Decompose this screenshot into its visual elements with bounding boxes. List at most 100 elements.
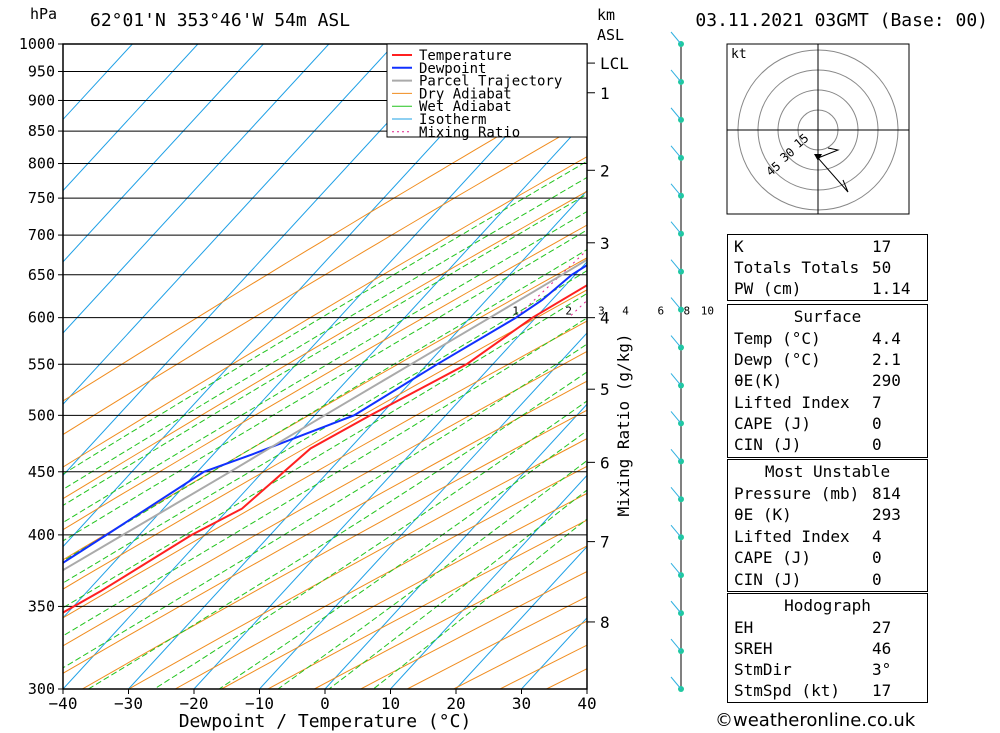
km-tick-label: 6 [600,453,610,472]
km-tick-label: 7 [600,533,610,552]
km-unit-label: km [597,6,615,24]
y-tick-label: 950 [28,62,55,80]
km-tick-label: 1 [600,84,610,103]
mu-row: CAPE (J) 0 [734,548,882,567]
mixing-ratio-label: 4 [622,305,629,318]
km-tick-label: 8 [600,613,610,632]
legend [386,43,588,138]
index-label: K [734,237,744,256]
hodograph-stats-panel: Hodograph EH 27 SREH 46 StmDir 3° StmSpd (k… [727,593,928,703]
date-title: 03.11.2021 03GMT (Base: 00) [695,10,988,31]
wind-barb [670,638,682,652]
wind-barb [670,600,682,614]
y-tick-label: 900 [28,91,55,109]
x-tick-label: 0 [320,694,330,713]
index-value: 50 [872,258,892,277]
x-tick-label: 40 [577,694,596,713]
hodograph-stats-title: Hodograph [784,596,871,615]
dry-adiabat-line [63,350,587,647]
mixing-ratio-label: 10 [701,305,714,318]
wind-barb [670,183,682,197]
dry-adiabat-line [63,320,587,619]
mixing-ratio-axis-label: Mixing Ratio (g/kg) [614,333,633,516]
copyright-footer[interactable]: ©weatheronline.co.uk [715,710,916,731]
dry-adiabat-line [63,289,587,590]
x-tick-label: −30 [114,694,143,713]
surface-row: θE(K) 290 [734,371,901,390]
mu-row: CIN (J) 0 [734,570,882,589]
wind-barb [670,107,682,121]
isotherm-line [259,332,587,689]
x-axis-label: Dewpoint / Temperature (°C) [179,711,472,732]
hodograph-unit: kt [731,47,747,62]
index-label: PW (cm) [734,279,802,298]
x-tick-label: 30 [512,694,531,713]
indices-panel-top: K 17 Totals Totals 50 PW (cm) 1.14 [727,234,928,301]
wind-barb [670,411,682,424]
most-unstable-title: Most Unstable [764,462,891,481]
mixing-ratio-label: 6 [658,305,665,318]
y-tick-label: 500 [28,406,55,424]
dry-adiabat-line [174,465,587,689]
surface-row: Lifted Index 7 [734,393,882,412]
x-tick-label: 10 [381,694,400,713]
km-tick-label: 4 [600,309,610,328]
wind-barb [670,69,682,83]
y-tick-label: 450 [28,463,55,481]
isotherm-line [63,44,264,263]
legend-label: Parcel Trajectory [419,74,562,90]
index-row-totals: Totals Totals 50 [728,257,927,278]
asl-label: ASL [597,26,624,44]
x-tick-label: −40 [49,694,78,713]
surface-row: CAPE (J) 0 [734,414,882,433]
dry-adiabat-line [128,438,587,689]
isotherm-line [63,44,395,405]
y-tick-label: 700 [28,226,55,244]
km-tick-label: LCL [600,54,629,73]
wind-barb [670,373,682,386]
isotherm-line [455,545,587,689]
isotherm-line [63,44,330,334]
wind-barb [670,676,682,690]
series-parcel-trajectory [63,258,587,572]
y-tick-label: 800 [28,155,55,173]
mixing-ratio-label: 8 [683,305,690,318]
surface-panel: Surface Temp (°C) 4.4 Dewp (°C) 2.1 θE(K) 2… [727,304,928,458]
isotherm-line [193,261,587,689]
hodo-row: StmSpd (kt) 17 [734,681,892,700]
dry-adiabat-line [221,492,587,689]
dry-adiabat-line [63,380,587,674]
legend-label: Dry Adiabat [419,86,512,102]
km-tick-label: 2 [600,161,610,180]
isotherm-line [63,44,461,477]
wet-adiabat-line [63,270,587,584]
wet-adiabat-line [218,430,587,689]
legend-label: Dewpoint [419,61,486,77]
wind-barb [670,486,682,500]
index-row-k: K 17 [728,236,927,257]
series-dewpoint [63,263,587,564]
pressure-unit-label: hPa [30,5,57,23]
mu-row: Lifted Index 4 [734,527,882,546]
legend-label: Isotherm [419,112,486,128]
wind-barb [670,297,682,310]
wet-adiabat-line [328,489,587,689]
wet-adiabat-line [154,400,587,689]
y-tick-label: 750 [28,189,55,207]
y-tick-label: 600 [28,309,55,327]
legend-box [386,43,588,138]
km-tick-label: 5 [600,380,610,399]
isotherm-line [63,44,133,121]
isotherm-line [63,44,199,192]
storm-motion-marker [814,154,822,161]
legend-label: Mixing Ratio [419,125,520,141]
y-tick-label: 350 [28,597,55,615]
x-tick-label: 20 [446,694,465,713]
wet-adiabat-line [63,317,587,637]
wind-barb [670,524,682,538]
y-tick-label: 550 [28,355,55,373]
hodograph [726,43,910,215]
wind-barb [670,449,682,462]
mu-row: Pressure (mb) 814 [734,484,901,503]
